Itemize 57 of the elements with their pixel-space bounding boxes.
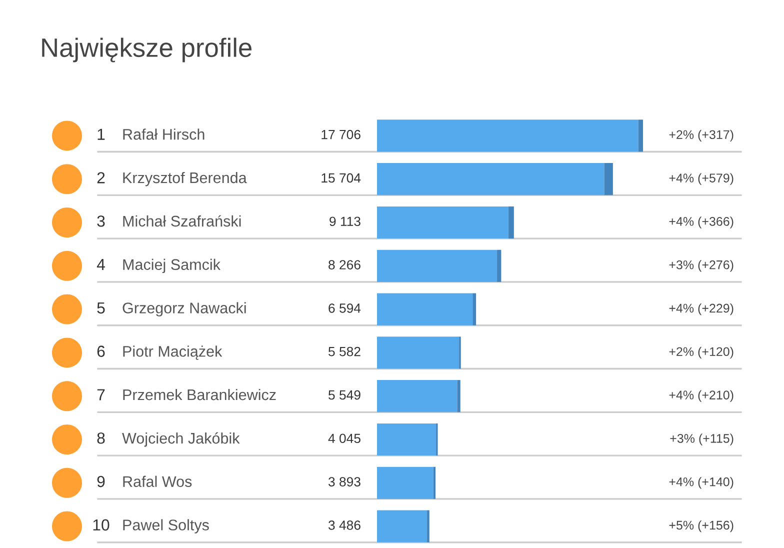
bar bbox=[604, 163, 613, 196]
bar bbox=[377, 206, 508, 239]
bar bbox=[638, 120, 643, 152]
total-label: 3 486 bbox=[328, 520, 360, 530]
y-tick-label: Rafal Wos bbox=[123, 476, 192, 487]
y-tick-label: Michał Szafrański bbox=[123, 215, 241, 227]
text: 2 bbox=[97, 172, 105, 184]
bar bbox=[377, 250, 498, 282]
bar bbox=[508, 206, 514, 239]
bar bbox=[377, 336, 460, 369]
text: 6 bbox=[97, 346, 105, 357]
total-label: 17 706 bbox=[322, 130, 360, 140]
y-tick-label: Piotr Maciążek bbox=[123, 346, 222, 360]
data-label: +3% (+276) bbox=[669, 260, 734, 272]
total-label: 5 582 bbox=[328, 346, 360, 356]
text: 4 bbox=[96, 259, 105, 270]
bar bbox=[457, 380, 460, 412]
bar bbox=[497, 250, 502, 282]
text: 3 bbox=[97, 215, 105, 227]
text: 5 bbox=[97, 302, 105, 314]
bar bbox=[377, 120, 638, 152]
total-label: 15 704 bbox=[322, 173, 361, 183]
data-label: +4% (+229) bbox=[669, 303, 734, 316]
text: Największe profile bbox=[42, 38, 252, 62]
total-label: 5 549 bbox=[328, 390, 360, 400]
text: 8 bbox=[97, 432, 105, 444]
y-tick-label: Rafał Hirsch bbox=[123, 128, 204, 140]
bar bbox=[377, 163, 604, 196]
data-label: +4% (+579) bbox=[669, 173, 734, 185]
bar bbox=[377, 380, 458, 412]
total-label: 6 594 bbox=[328, 304, 361, 313]
data-label: +4% (+366) bbox=[669, 216, 734, 228]
data-label: +4% (+140) bbox=[669, 477, 734, 489]
data-label: +4% (+210) bbox=[669, 390, 734, 402]
total-label: 4 045 bbox=[328, 434, 360, 444]
bar bbox=[377, 510, 428, 542]
bar bbox=[377, 293, 473, 326]
y-tick-label: Maciej Samcik bbox=[123, 258, 220, 274]
text: 7 bbox=[97, 389, 105, 400]
data-label: +2% (+317) bbox=[669, 130, 734, 142]
y-tick-label: Pawel Soltys bbox=[123, 519, 209, 534]
data-label: +3% (+115) bbox=[670, 434, 734, 446]
total-label: 9 113 bbox=[330, 216, 360, 226]
bar bbox=[377, 466, 434, 499]
y-tick-label: Krzysztof Berenda bbox=[123, 172, 247, 186]
text: 10 bbox=[93, 519, 110, 531]
total-label: 3 893 bbox=[328, 477, 360, 486]
total-label: 8 266 bbox=[328, 260, 360, 270]
y-tick-label: Grzegorz Nawacki bbox=[122, 302, 246, 316]
text: 1 bbox=[98, 128, 105, 140]
y-tick-label: Przemek Barankiewicz bbox=[123, 388, 276, 400]
data-label: +5% (+156) bbox=[669, 520, 734, 532]
data-label: +2% (+120) bbox=[669, 346, 734, 359]
text: 9 bbox=[97, 476, 105, 488]
bar bbox=[472, 293, 476, 326]
y-tick-label: Wojciech Jakóbik bbox=[122, 432, 240, 447]
bar bbox=[377, 423, 436, 456]
